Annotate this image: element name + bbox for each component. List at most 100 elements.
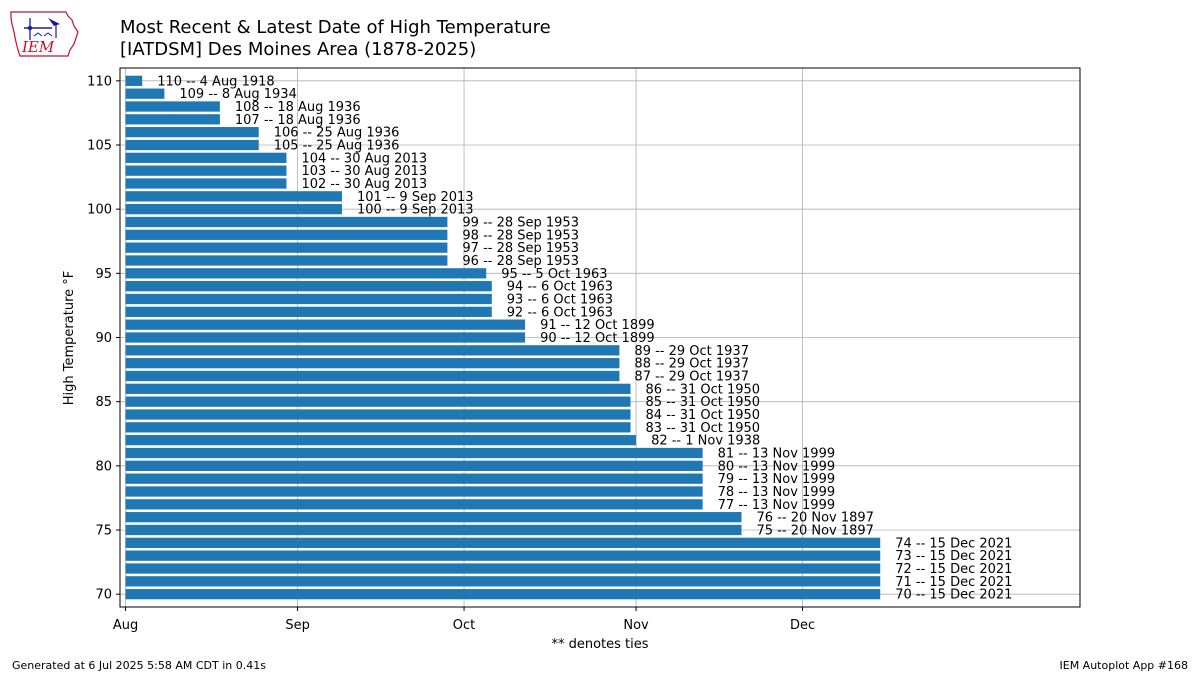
bar-label: 108 -- 18 Aug 1936 bbox=[235, 100, 361, 115]
bar-label: 100 -- 9 Sep 2013 bbox=[357, 203, 474, 218]
bar-label: 87 -- 29 Oct 1937 bbox=[634, 370, 749, 385]
bar-label: 91 -- 12 Oct 1899 bbox=[540, 318, 655, 333]
bar-label: 103 -- 30 Aug 2013 bbox=[301, 164, 427, 179]
bar-82 bbox=[125, 435, 637, 446]
bar-label: 80 -- 13 Nov 1999 bbox=[718, 459, 835, 474]
bar-label: 95 -- 5 Oct 1963 bbox=[501, 267, 607, 282]
bar-74 bbox=[125, 537, 881, 548]
y-tick-label: 85 bbox=[95, 395, 112, 410]
bar-label: 71 -- 15 Dec 2021 bbox=[895, 575, 1012, 590]
bar-75 bbox=[125, 524, 742, 536]
bar-70 bbox=[125, 589, 881, 600]
bar-76 bbox=[125, 512, 742, 523]
bar-96 bbox=[125, 255, 448, 266]
y-axis-ticks: 70 75 80 85 90 95 100 105 110 bbox=[87, 74, 120, 603]
bar-label: 73 -- 15 Dec 2021 bbox=[895, 549, 1012, 564]
x-axis-ticks: Aug Sep Oct Nov Dec bbox=[113, 607, 815, 633]
bar-label: 85 -- 31 Oct 1950 bbox=[646, 395, 761, 410]
bar-104 bbox=[125, 152, 287, 163]
bar-110 bbox=[125, 75, 143, 86]
bar-77 bbox=[125, 499, 703, 510]
bar-81 bbox=[125, 447, 703, 459]
bar-91 bbox=[125, 319, 526, 330]
bar-label: 77 -- 13 Nov 1999 bbox=[718, 498, 835, 513]
bar-85 bbox=[125, 396, 631, 407]
bar-label: 84 -- 31 Oct 1950 bbox=[646, 408, 761, 423]
x-tick-label: Oct bbox=[453, 618, 475, 633]
bar-99 bbox=[125, 216, 448, 228]
y-axis-label: High Temperature °F bbox=[62, 271, 77, 405]
x-tick-label: Sep bbox=[285, 618, 310, 633]
bar-80 bbox=[125, 460, 703, 471]
bar-label: 81 -- 13 Nov 1999 bbox=[718, 447, 835, 462]
bar-label: 105 -- 25 Aug 1936 bbox=[274, 139, 400, 154]
x-tick-label: Dec bbox=[790, 618, 815, 633]
bar-label: 74 -- 15 Dec 2021 bbox=[895, 536, 1012, 551]
bar-label: 107 -- 18 Aug 1936 bbox=[235, 113, 361, 128]
bar-79 bbox=[125, 473, 703, 484]
bar-label: 89 -- 29 Oct 1937 bbox=[634, 344, 749, 359]
bar-90 bbox=[125, 332, 526, 343]
bar-100 bbox=[125, 204, 342, 215]
iem-logo: IEM bbox=[10, 11, 79, 57]
bar-109 bbox=[125, 88, 165, 99]
bar-84 bbox=[125, 409, 631, 420]
bar-label: 97 -- 28 Sep 1953 bbox=[462, 241, 579, 256]
bar-label: 99 -- 28 Sep 1953 bbox=[462, 216, 579, 231]
bar-label: 82 -- 1 Nov 1938 bbox=[651, 434, 760, 449]
bar-label: 86 -- 31 Oct 1950 bbox=[646, 382, 761, 397]
bar-label: 96 -- 28 Sep 1953 bbox=[462, 254, 579, 269]
bar-93 bbox=[125, 293, 492, 305]
bar-label: 98 -- 28 Sep 1953 bbox=[462, 228, 579, 243]
generated-timestamp: Generated at 6 Jul 2025 5:58 AM CDT in 0… bbox=[12, 659, 266, 672]
bar-98 bbox=[125, 229, 448, 240]
bar-108 bbox=[125, 101, 220, 112]
bar-label: 75 -- 20 Nov 1897 bbox=[757, 524, 874, 539]
y-tick-label: 70 bbox=[95, 588, 112, 603]
logo-text: IEM bbox=[21, 38, 55, 56]
bar-label: 70 -- 15 Dec 2021 bbox=[895, 588, 1012, 603]
bar-label: 102 -- 30 Aug 2013 bbox=[301, 177, 427, 192]
bar-71 bbox=[125, 576, 881, 587]
x-axis-label: ** denotes ties bbox=[551, 637, 648, 652]
bar-label: 93 -- 6 Oct 1963 bbox=[507, 293, 613, 308]
bar-label: 90 -- 12 Oct 1899 bbox=[540, 331, 655, 346]
y-tick-label: 100 bbox=[87, 203, 112, 218]
bar-106 bbox=[125, 127, 259, 138]
bar-label: 78 -- 13 Nov 1999 bbox=[718, 485, 835, 500]
bar-label: 101 -- 9 Sep 2013 bbox=[357, 190, 474, 205]
bar-label: 104 -- 30 Aug 2013 bbox=[301, 151, 427, 166]
iowa-outline bbox=[10, 11, 79, 57]
bars bbox=[125, 75, 881, 600]
bar-72 bbox=[125, 563, 881, 574]
y-tick-label: 80 bbox=[95, 459, 112, 474]
bar-87 bbox=[125, 370, 620, 382]
bar-label: 79 -- 13 Nov 1999 bbox=[718, 472, 835, 487]
bar-label: 106 -- 25 Aug 1936 bbox=[274, 126, 400, 141]
y-tick-label: 110 bbox=[87, 74, 112, 89]
bar-label: 109 -- 8 Aug 1934 bbox=[179, 87, 296, 102]
bar-102 bbox=[125, 178, 287, 189]
bar-label: 110 -- 4 Aug 1918 bbox=[157, 74, 274, 89]
bar-95 bbox=[125, 268, 487, 279]
chart-subtitle: [IATDSM] Des Moines Area (1878-2025) bbox=[120, 39, 477, 60]
bar-label: 72 -- 15 Dec 2021 bbox=[895, 562, 1012, 577]
bar-88 bbox=[125, 358, 620, 369]
bar-label: 88 -- 29 Oct 1937 bbox=[634, 357, 749, 372]
bar-103 bbox=[125, 165, 287, 176]
chart-title: Most Recent & Latest Date of High Temper… bbox=[120, 17, 551, 38]
y-tick-label: 75 bbox=[95, 524, 112, 539]
bar-101 bbox=[125, 191, 342, 202]
y-tick-label: 105 bbox=[87, 139, 112, 154]
bar-label: 94 -- 6 Oct 1963 bbox=[507, 280, 613, 295]
bar-label: 92 -- 6 Oct 1963 bbox=[507, 305, 613, 320]
y-tick-label: 90 bbox=[95, 331, 112, 346]
bar-label: 76 -- 20 Nov 1897 bbox=[757, 511, 874, 526]
bar-107 bbox=[125, 114, 220, 125]
bar-78 bbox=[125, 486, 703, 497]
app-id-label: IEM Autoplot App #168 bbox=[1059, 659, 1189, 672]
bar-105 bbox=[125, 139, 259, 151]
x-tick-label: Nov bbox=[623, 618, 649, 633]
